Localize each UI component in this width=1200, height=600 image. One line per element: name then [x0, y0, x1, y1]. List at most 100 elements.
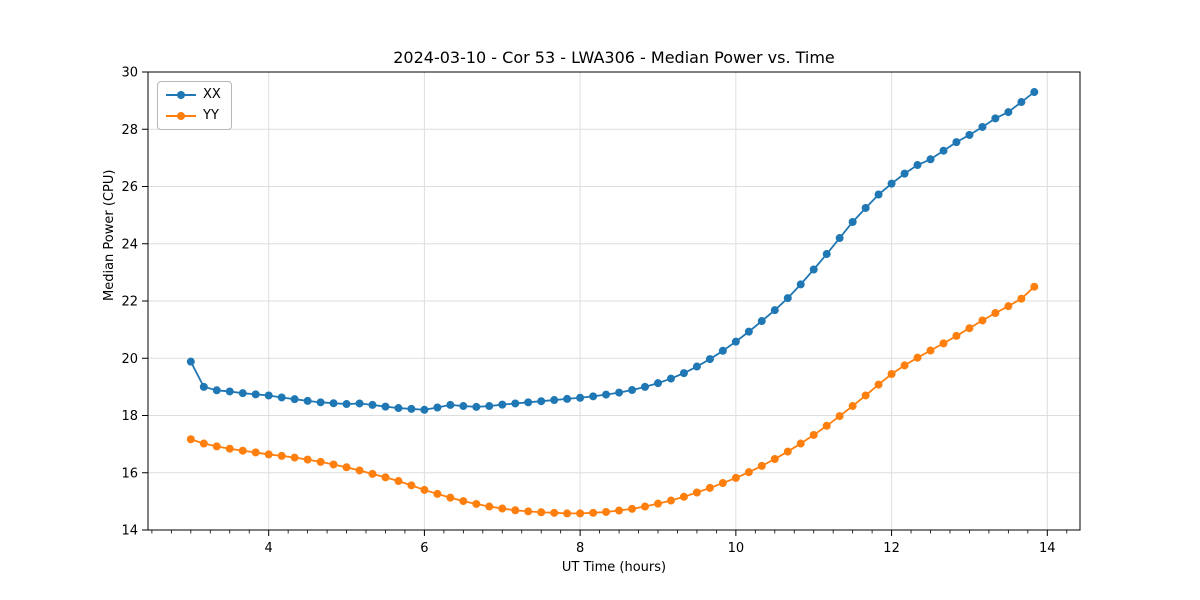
series-XX-marker	[277, 393, 286, 402]
series-XX-marker	[303, 396, 312, 405]
series-XX-marker	[679, 369, 688, 378]
series-XX-marker	[511, 399, 520, 408]
series-YY-marker	[433, 489, 442, 498]
series-YY-marker	[407, 481, 416, 490]
series-XX-marker	[212, 386, 221, 395]
series-XX-marker	[744, 327, 753, 336]
series-YY-marker	[939, 339, 948, 348]
legend-label-xx: XX	[203, 87, 221, 102]
series-XX-marker	[848, 217, 857, 226]
series-YY-marker	[381, 473, 390, 482]
series-YY-marker	[498, 504, 507, 513]
series-XX-marker	[459, 402, 468, 411]
series-YY-marker	[602, 507, 611, 516]
series-YY-marker	[329, 460, 338, 469]
y-tick-label: 30	[121, 66, 138, 81]
series-XX-marker	[576, 393, 585, 402]
series-YY-marker	[303, 455, 312, 464]
series-XX-marker	[602, 390, 611, 399]
series-XX-marker	[653, 379, 662, 388]
series-YY-marker	[225, 444, 234, 453]
series-XX-marker	[225, 387, 234, 396]
series-YY-marker	[485, 502, 494, 511]
series-YY-marker	[692, 488, 701, 497]
series-XX-marker	[692, 362, 701, 371]
series-YY-marker	[757, 461, 766, 470]
series-YY-marker	[835, 412, 844, 421]
series-YY-marker	[420, 485, 429, 494]
series-XX-marker	[640, 382, 649, 391]
series-YY-marker	[744, 468, 753, 477]
series-YY-marker	[251, 448, 260, 457]
line-marker-icon	[166, 87, 196, 103]
series-YY-marker	[316, 457, 325, 466]
series-XX-marker	[757, 317, 766, 326]
series-XX-marker	[666, 374, 675, 383]
y-tick-label: 28	[121, 123, 138, 138]
series-YY-marker	[238, 446, 247, 455]
series-YY-marker	[446, 493, 455, 502]
series-XX-marker	[550, 396, 559, 405]
series-YY-marker	[887, 369, 896, 378]
series-YY-marker	[511, 506, 520, 515]
series-YY-marker	[653, 499, 662, 508]
series-YY-marker	[368, 469, 377, 478]
series-YY-marker	[576, 509, 585, 518]
legend-entry-xx: XX	[166, 87, 221, 103]
series-YY-marker	[537, 508, 546, 517]
series-XX-marker	[874, 190, 883, 199]
series-XX-marker	[861, 203, 870, 212]
series-XX-marker	[783, 294, 792, 303]
series-XX-marker	[1004, 108, 1013, 117]
series-YY-marker	[342, 463, 351, 472]
series-XX-marker	[355, 399, 364, 408]
series-XX-marker	[186, 357, 195, 366]
series-YY-marker	[264, 450, 273, 459]
series-XX-marker	[628, 386, 637, 395]
series-YY-marker	[1030, 282, 1039, 291]
series-YY-marker	[472, 499, 481, 508]
series-XX-marker	[368, 400, 377, 409]
series-XX-marker	[900, 169, 909, 178]
series-YY-marker	[628, 504, 637, 513]
series-XX-marker	[563, 394, 572, 403]
series-XX-marker	[809, 265, 818, 274]
series-YY-marker	[1017, 294, 1026, 303]
y-tick-label: 24	[121, 237, 138, 252]
series-XX-marker	[1030, 88, 1039, 97]
legend-entry-yy: YY	[166, 108, 221, 124]
y-tick-label: 22	[121, 295, 138, 310]
series-XX-marker	[472, 402, 481, 411]
series-XX-marker	[718, 346, 727, 355]
series-XX-marker	[238, 389, 247, 398]
legend-label-yy: YY	[203, 108, 219, 123]
series-XX-line	[190, 91, 1035, 411]
series-YY-marker	[277, 451, 286, 460]
series-YY-marker	[186, 435, 195, 444]
series-XX-marker	[887, 179, 896, 188]
series-YY-marker	[355, 466, 364, 475]
x-tick-label: 4	[265, 541, 273, 556]
series-XX-marker	[199, 382, 208, 391]
series-YY-marker	[666, 496, 675, 505]
series-XX-marker	[290, 395, 299, 404]
series-XX-marker	[485, 402, 494, 411]
series-YY-marker	[978, 316, 987, 325]
series-XX-marker	[822, 250, 831, 259]
series-YY-marker	[212, 442, 221, 451]
x-tick-label: 10	[728, 541, 745, 556]
series-XX-marker	[316, 398, 325, 407]
x-tick-label: 8	[576, 541, 584, 556]
x-tick-label: 14	[1039, 541, 1056, 556]
line-marker-icon	[166, 108, 196, 124]
series-XX-marker	[1017, 98, 1026, 107]
series-XX-marker	[264, 391, 273, 400]
series-YY-marker	[848, 402, 857, 411]
series-YY-marker	[394, 477, 403, 486]
series-YY-marker	[926, 346, 935, 355]
x-tick-label: 12	[883, 541, 900, 556]
x-tick-label: 6	[420, 541, 428, 556]
series-XX-marker	[342, 400, 351, 409]
